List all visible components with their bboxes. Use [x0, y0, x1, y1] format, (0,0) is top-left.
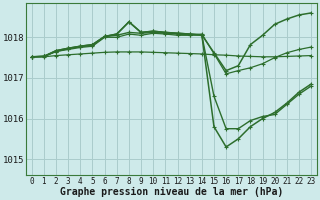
X-axis label: Graphe pression niveau de la mer (hPa): Graphe pression niveau de la mer (hPa)	[60, 187, 283, 197]
